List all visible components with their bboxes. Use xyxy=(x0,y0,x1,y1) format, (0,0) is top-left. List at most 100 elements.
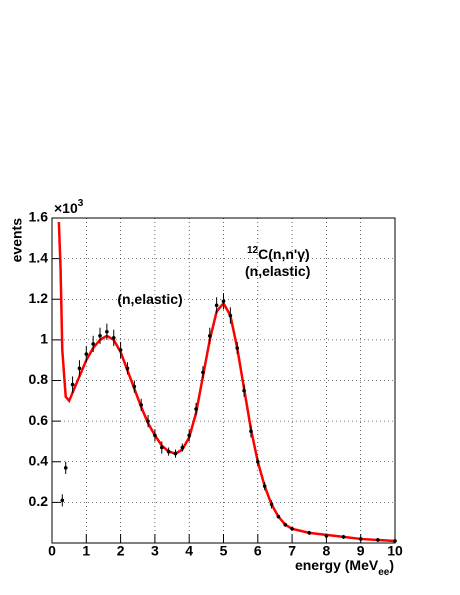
x-tick-label: 2 xyxy=(117,543,125,559)
marker xyxy=(221,299,226,304)
data-point xyxy=(276,514,281,519)
x-tick-label: 5 xyxy=(220,543,228,559)
data-point xyxy=(173,449,178,458)
data-point xyxy=(84,345,89,363)
data-point xyxy=(118,341,123,359)
marker xyxy=(194,407,198,411)
marker xyxy=(187,433,191,438)
y-tick-label: 0.4 xyxy=(29,452,49,468)
x-tick-label: 8 xyxy=(323,543,331,559)
y-tick-label: 0.6 xyxy=(29,412,49,428)
data-point xyxy=(228,307,233,324)
marker xyxy=(132,384,137,389)
y-tick-label: 1.2 xyxy=(29,290,49,306)
x-tick-label: 0 xyxy=(48,543,56,559)
sim-curve xyxy=(57,222,396,543)
marker xyxy=(290,526,294,531)
marker xyxy=(324,534,329,538)
marker xyxy=(105,329,109,334)
marker xyxy=(125,366,130,371)
data-point xyxy=(132,380,137,393)
data-point xyxy=(187,429,191,442)
marker xyxy=(173,451,178,456)
data-point xyxy=(105,323,109,340)
x-tick-label: 9 xyxy=(357,543,365,559)
marker xyxy=(159,445,164,450)
data-point xyxy=(283,522,288,527)
data-point xyxy=(98,327,102,344)
data-point xyxy=(221,293,226,310)
x-tick-label: 1 xyxy=(82,543,90,559)
marker xyxy=(201,370,205,375)
annotation-text: (n,elastic) xyxy=(117,291,182,307)
marker xyxy=(276,514,281,519)
data-point xyxy=(214,297,219,314)
data-point xyxy=(146,415,150,428)
x-tick-label: 7 xyxy=(288,543,296,559)
x-tick-label: 6 xyxy=(254,543,262,559)
y-tick-label: 0.2 xyxy=(29,493,49,509)
annotation: (n,elastic) xyxy=(245,263,310,279)
marker xyxy=(376,538,380,542)
x-label-main: energy (MeV xyxy=(295,557,379,573)
data-point xyxy=(376,537,380,542)
data-point xyxy=(159,441,164,454)
marker xyxy=(214,303,219,308)
data-point xyxy=(269,500,274,509)
marker xyxy=(91,342,95,346)
marker xyxy=(139,403,143,407)
annotation-text: C(n,n'γ) xyxy=(258,246,310,262)
y-multiplier: ×103 xyxy=(54,198,84,216)
marker xyxy=(70,382,75,387)
marker xyxy=(98,334,102,338)
data-point xyxy=(249,425,253,438)
x-label-end: ) xyxy=(389,557,394,573)
marker xyxy=(180,445,185,450)
y-multiplier-exp: 3 xyxy=(78,198,84,209)
data-point xyxy=(153,429,157,442)
marker xyxy=(60,498,65,503)
data-point xyxy=(358,536,363,541)
marker xyxy=(307,531,312,535)
data-point xyxy=(139,398,143,411)
x-tick-label: 3 xyxy=(151,543,159,559)
data-point xyxy=(242,384,246,397)
data-point xyxy=(91,335,95,353)
marker xyxy=(84,352,89,356)
y-multiplier-base: ×10 xyxy=(54,200,78,216)
data-point xyxy=(341,534,346,539)
data-point xyxy=(235,341,240,355)
data-point xyxy=(70,376,75,393)
marker xyxy=(111,336,116,340)
marker xyxy=(283,522,288,527)
data-point xyxy=(290,526,294,531)
data-point xyxy=(180,443,185,452)
y-tick-label: 0.8 xyxy=(29,371,49,387)
data-point xyxy=(324,533,329,538)
x-tick-label: 10 xyxy=(387,543,403,559)
marker xyxy=(153,433,157,438)
marker xyxy=(358,537,363,541)
y-tick-label: 1.4 xyxy=(29,249,49,265)
marker xyxy=(146,419,150,423)
y-tick-label: 1 xyxy=(40,331,48,347)
x-tick-label: 4 xyxy=(185,543,193,559)
annotation-sup: 12 xyxy=(247,245,259,256)
data-point xyxy=(111,329,116,346)
data-point xyxy=(262,482,267,491)
marker xyxy=(63,466,68,470)
data-point xyxy=(201,366,205,379)
marker xyxy=(393,539,397,543)
data-point xyxy=(194,402,198,416)
marker xyxy=(255,459,260,464)
marker xyxy=(228,313,233,318)
data-point xyxy=(77,360,82,377)
annotation: (n,elastic) xyxy=(117,291,182,307)
y-tick-label: 1.6 xyxy=(29,209,49,225)
data-point xyxy=(60,494,65,507)
marker xyxy=(269,502,274,507)
data-point xyxy=(125,362,130,375)
marker xyxy=(118,348,123,352)
marker xyxy=(242,388,246,393)
